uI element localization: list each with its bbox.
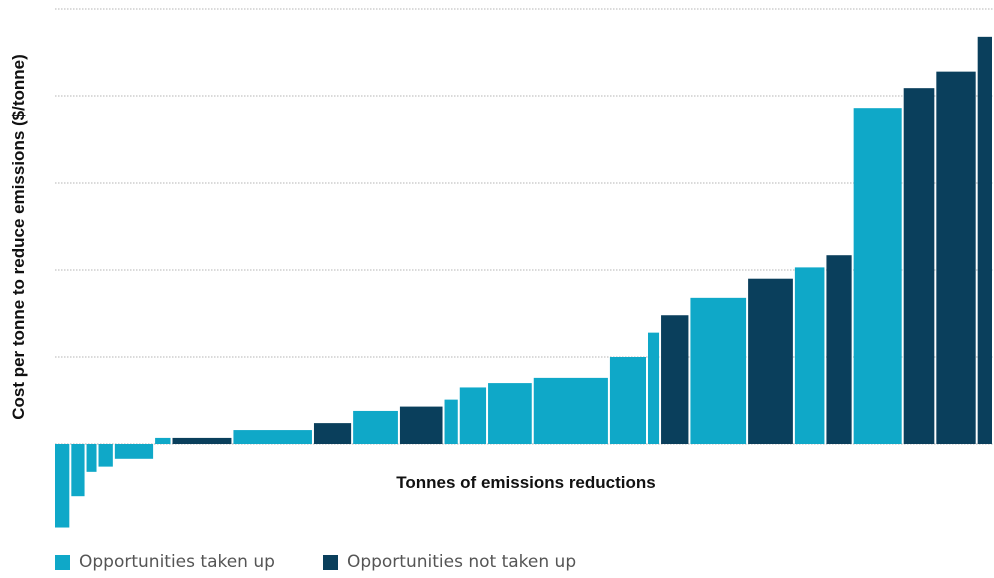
legend-swatch-not-taken bbox=[322, 554, 338, 570]
y-axis-title: Cost per tonne to reduce emissions ($/to… bbox=[9, 54, 28, 420]
bar-12 bbox=[444, 399, 458, 444]
bar-17 bbox=[648, 332, 660, 444]
bar-9 bbox=[313, 423, 352, 444]
bar-7 bbox=[172, 437, 232, 444]
bar-26 bbox=[977, 36, 992, 445]
legend-item-taken: Opportunities taken up bbox=[55, 552, 275, 572]
bar-10 bbox=[353, 410, 398, 444]
bar-16 bbox=[609, 357, 646, 444]
bar-13 bbox=[459, 387, 487, 444]
bar-5 bbox=[114, 444, 154, 459]
bar-22 bbox=[826, 255, 852, 444]
legend-swatch-taken bbox=[55, 554, 70, 570]
x-axis-title: Tonnes of emissions reductions bbox=[396, 473, 655, 492]
gridlines bbox=[55, 8, 994, 445]
bars bbox=[55, 36, 992, 528]
legend: Opportunities taken up Opportunities not… bbox=[55, 552, 576, 572]
bar-11 bbox=[399, 406, 443, 444]
bar-8 bbox=[233, 430, 312, 444]
bar-14 bbox=[488, 383, 532, 444]
legend-label-taken: Opportunities taken up bbox=[79, 552, 275, 572]
bar-15 bbox=[533, 377, 608, 444]
bar-6 bbox=[155, 437, 171, 444]
bar-1 bbox=[55, 444, 70, 528]
legend-label-not-taken: Opportunities not taken up bbox=[346, 552, 577, 572]
bar-18 bbox=[661, 315, 689, 444]
legend-item-not-taken: Opportunities not taken up bbox=[322, 552, 577, 572]
bar-4 bbox=[98, 444, 113, 467]
bar-24 bbox=[903, 88, 935, 445]
bar-19 bbox=[690, 297, 747, 444]
bar-20 bbox=[748, 278, 793, 444]
bar-2 bbox=[71, 444, 85, 497]
bar-23 bbox=[853, 108, 902, 445]
bar-25 bbox=[936, 71, 976, 444]
bar-21 bbox=[794, 267, 825, 444]
bar-3 bbox=[86, 444, 97, 472]
